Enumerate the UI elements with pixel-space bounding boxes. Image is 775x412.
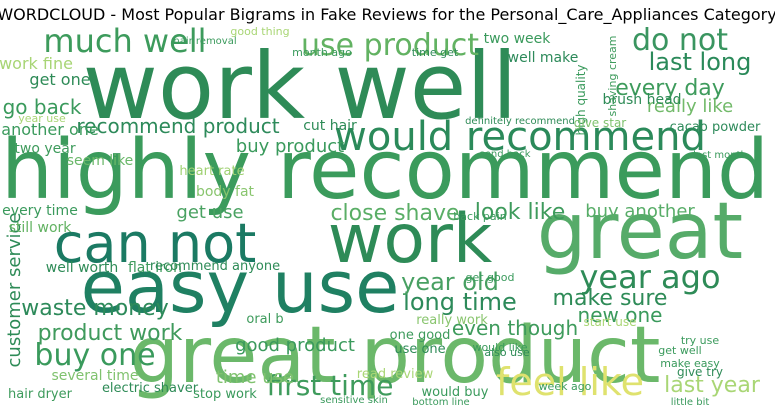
word: product work bbox=[38, 321, 183, 346]
word: several time bbox=[51, 368, 138, 384]
word: make easy bbox=[660, 357, 720, 370]
word: waste money bbox=[21, 296, 168, 321]
word: use one bbox=[394, 342, 445, 357]
word: try use bbox=[681, 334, 720, 347]
word: brush head bbox=[602, 92, 681, 108]
word: electric shaver bbox=[102, 381, 199, 396]
word: time use bbox=[216, 367, 294, 388]
word: get well bbox=[658, 344, 701, 357]
word: great product bbox=[129, 311, 660, 401]
word: long time bbox=[403, 288, 517, 316]
word: even though bbox=[452, 316, 578, 340]
word: really work bbox=[416, 313, 488, 328]
word: close shave bbox=[330, 201, 459, 226]
word: get good bbox=[466, 271, 515, 284]
word: can not bbox=[54, 212, 257, 275]
word: still work bbox=[9, 220, 73, 236]
word: year old bbox=[401, 268, 499, 296]
word: give try bbox=[677, 365, 723, 379]
word: hair removal bbox=[173, 36, 236, 47]
word: year ago bbox=[579, 258, 720, 296]
word: also use bbox=[484, 346, 529, 359]
word: hair dryer bbox=[8, 387, 73, 402]
word: feel like bbox=[496, 360, 644, 404]
word: good thing bbox=[230, 25, 289, 38]
word: seem like bbox=[67, 153, 134, 169]
word: look like bbox=[475, 200, 565, 225]
word: heart rate bbox=[179, 164, 244, 179]
word: month ago bbox=[292, 46, 352, 59]
word: get one bbox=[29, 70, 90, 89]
word: shaving cream bbox=[606, 35, 619, 116]
word: last month bbox=[693, 150, 747, 161]
word: read review bbox=[357, 367, 434, 382]
word: would like bbox=[472, 341, 527, 354]
word: two week bbox=[484, 31, 552, 47]
word: back pain bbox=[453, 210, 506, 223]
word: definitely recommend bbox=[465, 116, 575, 127]
word: work fine bbox=[0, 54, 73, 73]
word: high quality bbox=[574, 64, 588, 135]
word: recommend product bbox=[76, 114, 279, 138]
word: little bit bbox=[671, 397, 710, 408]
word: great bbox=[537, 187, 743, 277]
word: make sure bbox=[553, 286, 668, 311]
word: would buy bbox=[421, 385, 488, 400]
word: buy another bbox=[585, 201, 695, 222]
word: last year bbox=[664, 373, 761, 398]
chart-title: WORDCLOUD - Most Popular Bigrams in Fake… bbox=[0, 5, 775, 25]
word: really like bbox=[647, 96, 733, 117]
word: easy use bbox=[81, 245, 400, 329]
word: well worth bbox=[46, 260, 118, 276]
word: flat iron bbox=[128, 260, 182, 276]
word: two year bbox=[14, 141, 75, 157]
word: buy one bbox=[34, 338, 155, 373]
word: time get bbox=[412, 46, 459, 59]
word: cacao powder bbox=[670, 120, 761, 135]
word: one good bbox=[390, 328, 451, 343]
word: every time bbox=[2, 203, 78, 219]
word: good product bbox=[235, 335, 355, 356]
word: every day bbox=[615, 76, 725, 101]
word: oral b bbox=[246, 312, 283, 327]
word: use product bbox=[301, 28, 479, 63]
word: bottom line bbox=[412, 397, 469, 408]
word: sensitive skin bbox=[320, 395, 388, 406]
word: stop work bbox=[193, 387, 257, 402]
word: first time bbox=[267, 369, 394, 402]
word: recommend anyone bbox=[150, 259, 280, 274]
word: customer service bbox=[4, 213, 25, 368]
word: do not bbox=[632, 23, 728, 58]
word: buy product bbox=[236, 136, 344, 157]
word: year use bbox=[18, 112, 66, 125]
word: go back bbox=[3, 95, 82, 119]
word: week ago bbox=[539, 380, 592, 393]
word: get use bbox=[176, 202, 243, 223]
word: work well bbox=[83, 33, 518, 140]
word: cut hair bbox=[303, 118, 357, 134]
word: another one bbox=[1, 120, 98, 139]
word: highly recommend bbox=[1, 123, 769, 218]
word: last long bbox=[649, 48, 752, 76]
word: work bbox=[328, 200, 493, 279]
word: start use bbox=[583, 315, 636, 329]
word: body fat bbox=[196, 184, 255, 200]
word: send back bbox=[480, 149, 531, 160]
word: new one bbox=[578, 303, 663, 327]
word: well make bbox=[508, 50, 579, 66]
word: give star bbox=[574, 116, 627, 130]
word: would recommend bbox=[334, 114, 706, 160]
word: much well bbox=[43, 22, 206, 60]
